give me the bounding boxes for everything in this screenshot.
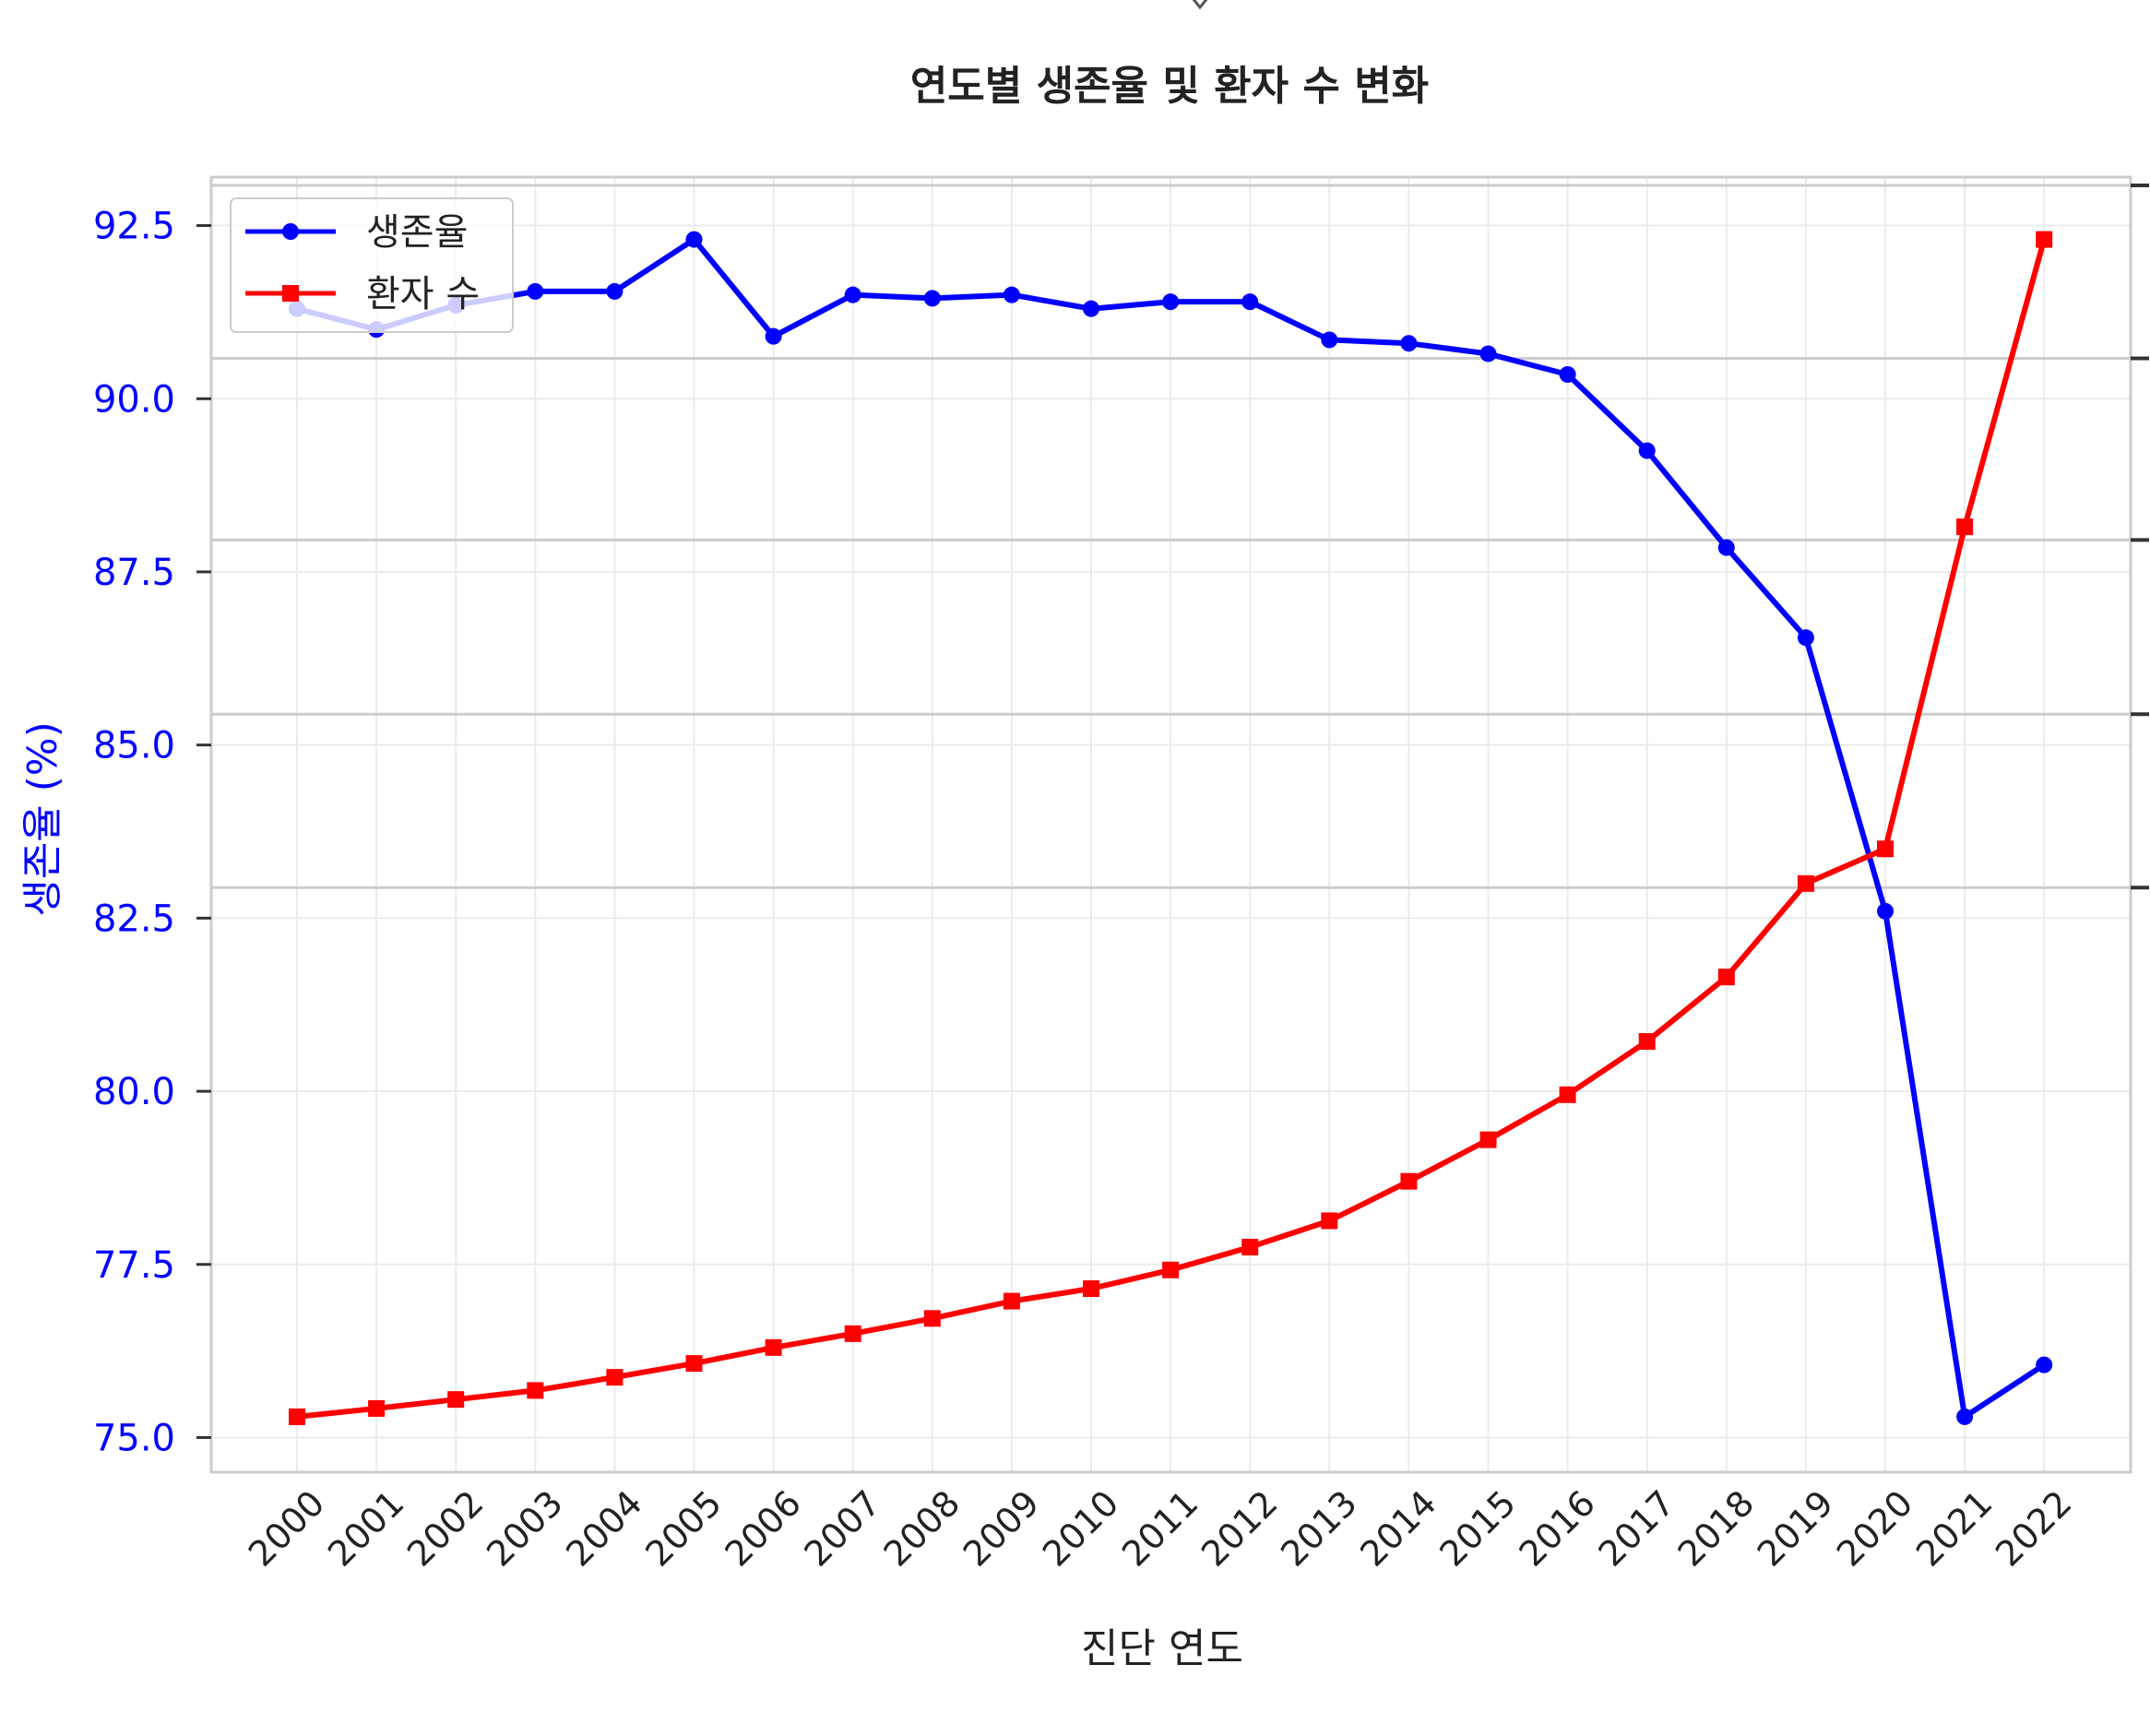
data-point-patients [527,1382,544,1399]
data-point-patients [1003,1292,1020,1310]
data-point-survival [1717,539,1735,556]
data-point-patients [844,1325,861,1342]
data-point-patients [1638,1033,1656,1051]
y-tick-label: 82.5 [93,898,175,940]
y-tick-label: 87.5 [93,552,175,594]
data-point-survival [685,231,703,248]
y-tick-label: 92.5 [93,206,175,248]
data-point-patients [1717,969,1735,986]
y-tick-label: 77.5 [93,1244,175,1287]
data-point-survival [1877,902,1894,920]
data-point-survival [1003,286,1020,303]
left-axis-ticks: 75.0 77.5 80.0 82.5 85.0 87.5 90.0 92.5 [93,206,211,1459]
data-point-patients [1321,1212,1338,1230]
data-point-patients [1797,874,1814,892]
data-point-patients [606,1369,624,1386]
data-point-survival [1400,335,1418,352]
legend-label-patients: 환자 수 [366,273,480,315]
data-point-patients [685,1355,703,1373]
data-point-survival [606,282,624,300]
data-point-survival [765,327,782,345]
data-point-survival [1241,293,1259,311]
data-point-survival [1162,293,1180,311]
minor-grid [211,177,2131,1472]
data-point-survival [1083,300,1099,317]
data-point-patients [1479,1131,1497,1148]
data-point-patients [923,1310,941,1327]
y-tick-label: 75.0 [93,1417,175,1459]
right-axis-grid [211,184,2131,889]
data-point-patients [1877,840,1894,858]
right-axis-ticks [2131,183,2149,890]
legend: 생존율 환자 수 [230,197,514,333]
data-point-survival [1321,331,1338,349]
data-point-survival [2036,1356,2053,1373]
data-point-patients [447,1391,465,1409]
y-axis-label: 생존율 (%) [19,721,66,917]
data-point-patients [765,1338,782,1356]
data-point-patients [368,1399,386,1417]
data-point-survival [1956,1408,1974,1425]
data-point-survival [1797,629,1814,647]
data-point-patients [1241,1238,1259,1255]
chart-title: 연도별 생존율 및 환자 수 변화 [910,63,1429,110]
top-caret-icon [1192,0,1208,10]
legend-marker-survival [282,223,299,240]
data-point-patients [1956,518,1974,536]
data-point-survival [1559,365,1576,383]
data-point-survival [1479,345,1497,363]
data-point-survival [527,282,544,300]
x-axis-label: 진단 연도 [1081,1625,1243,1672]
y-tick-label: 85.0 [93,725,175,767]
data-point-patients [289,1408,305,1425]
legend-marker-patients [282,285,299,302]
data-point-survival [844,286,861,303]
plot-frame [209,175,2132,1474]
data-point-patients [1400,1172,1418,1190]
data-point-survival [1638,442,1656,459]
data-point-patients [2036,231,2053,248]
y-tick-label: 80.0 [93,1071,175,1113]
y-tick-label: 90.0 [93,378,175,421]
data-point-survival [923,290,941,307]
data-point-patients [1559,1086,1576,1103]
data-point-patients [1083,1280,1099,1298]
legend-label-survival: 생존율 [366,211,468,254]
data-point-patients [1162,1261,1180,1278]
